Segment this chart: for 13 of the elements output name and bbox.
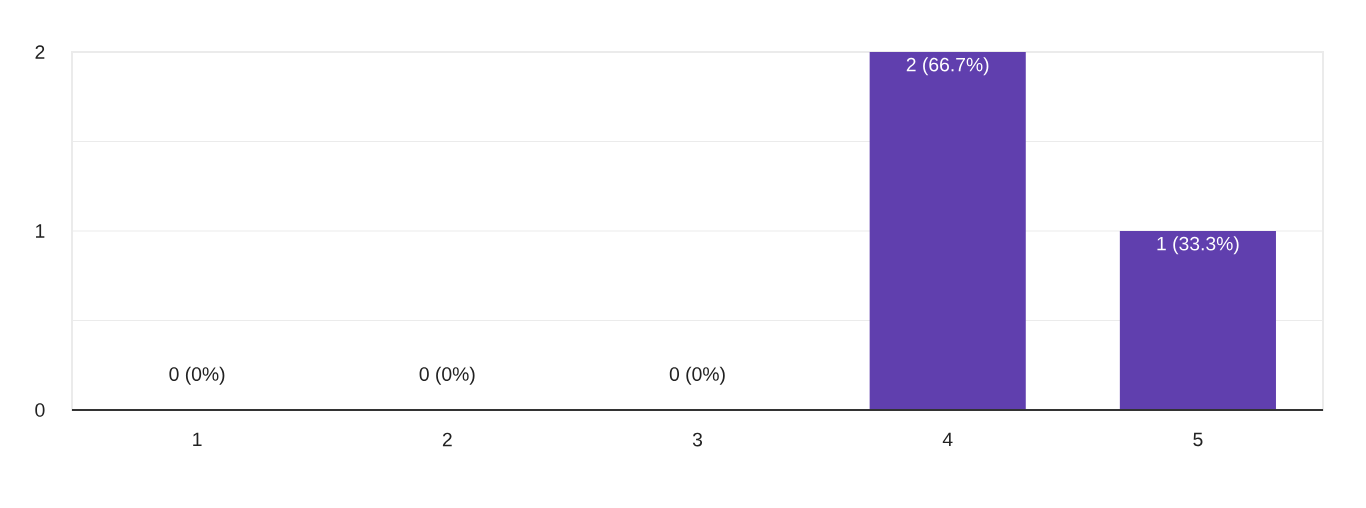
data-label: 0 (0%) — [419, 366, 475, 385]
x-tick-label: 4 — [942, 432, 953, 447]
y-tick-label: 0 — [35, 403, 45, 417]
y-tick-label: 1 — [36, 224, 45, 238]
x-tick-label: 3 — [692, 432, 703, 447]
x-tick-label: 1 — [193, 432, 202, 447]
data-label: 1 (33.3%) — [1157, 236, 1239, 255]
y-tick-label: 2 — [35, 45, 45, 59]
x-tick-label: 5 — [1193, 432, 1203, 447]
data-label: 2 (66.7%) — [906, 57, 989, 76]
data-label: 0 (0%) — [669, 366, 725, 385]
data-label: 0 (0%) — [169, 366, 225, 385]
x-tick-label: 2 — [442, 432, 452, 447]
